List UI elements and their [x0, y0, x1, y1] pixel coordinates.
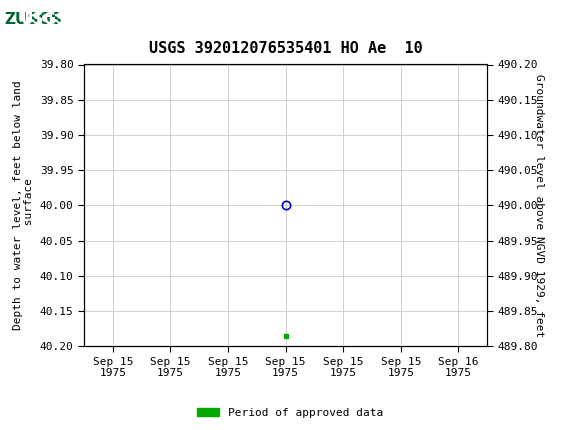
Text: ZUSGS: ZUSGS: [5, 12, 63, 27]
Y-axis label: Depth to water level, feet below land
 surface: Depth to water level, feet below land su…: [13, 80, 34, 330]
Title: USGS 392012076535401 HO Ae  10: USGS 392012076535401 HO Ae 10: [149, 41, 422, 56]
Bar: [3, 3, 72, 36]
Text: USGS: USGS: [20, 12, 67, 27]
Y-axis label: Groundwater level above NGVD 1929, feet: Groundwater level above NGVD 1929, feet: [534, 74, 543, 337]
Legend: Period of approved data: Period of approved data: [193, 403, 387, 422]
